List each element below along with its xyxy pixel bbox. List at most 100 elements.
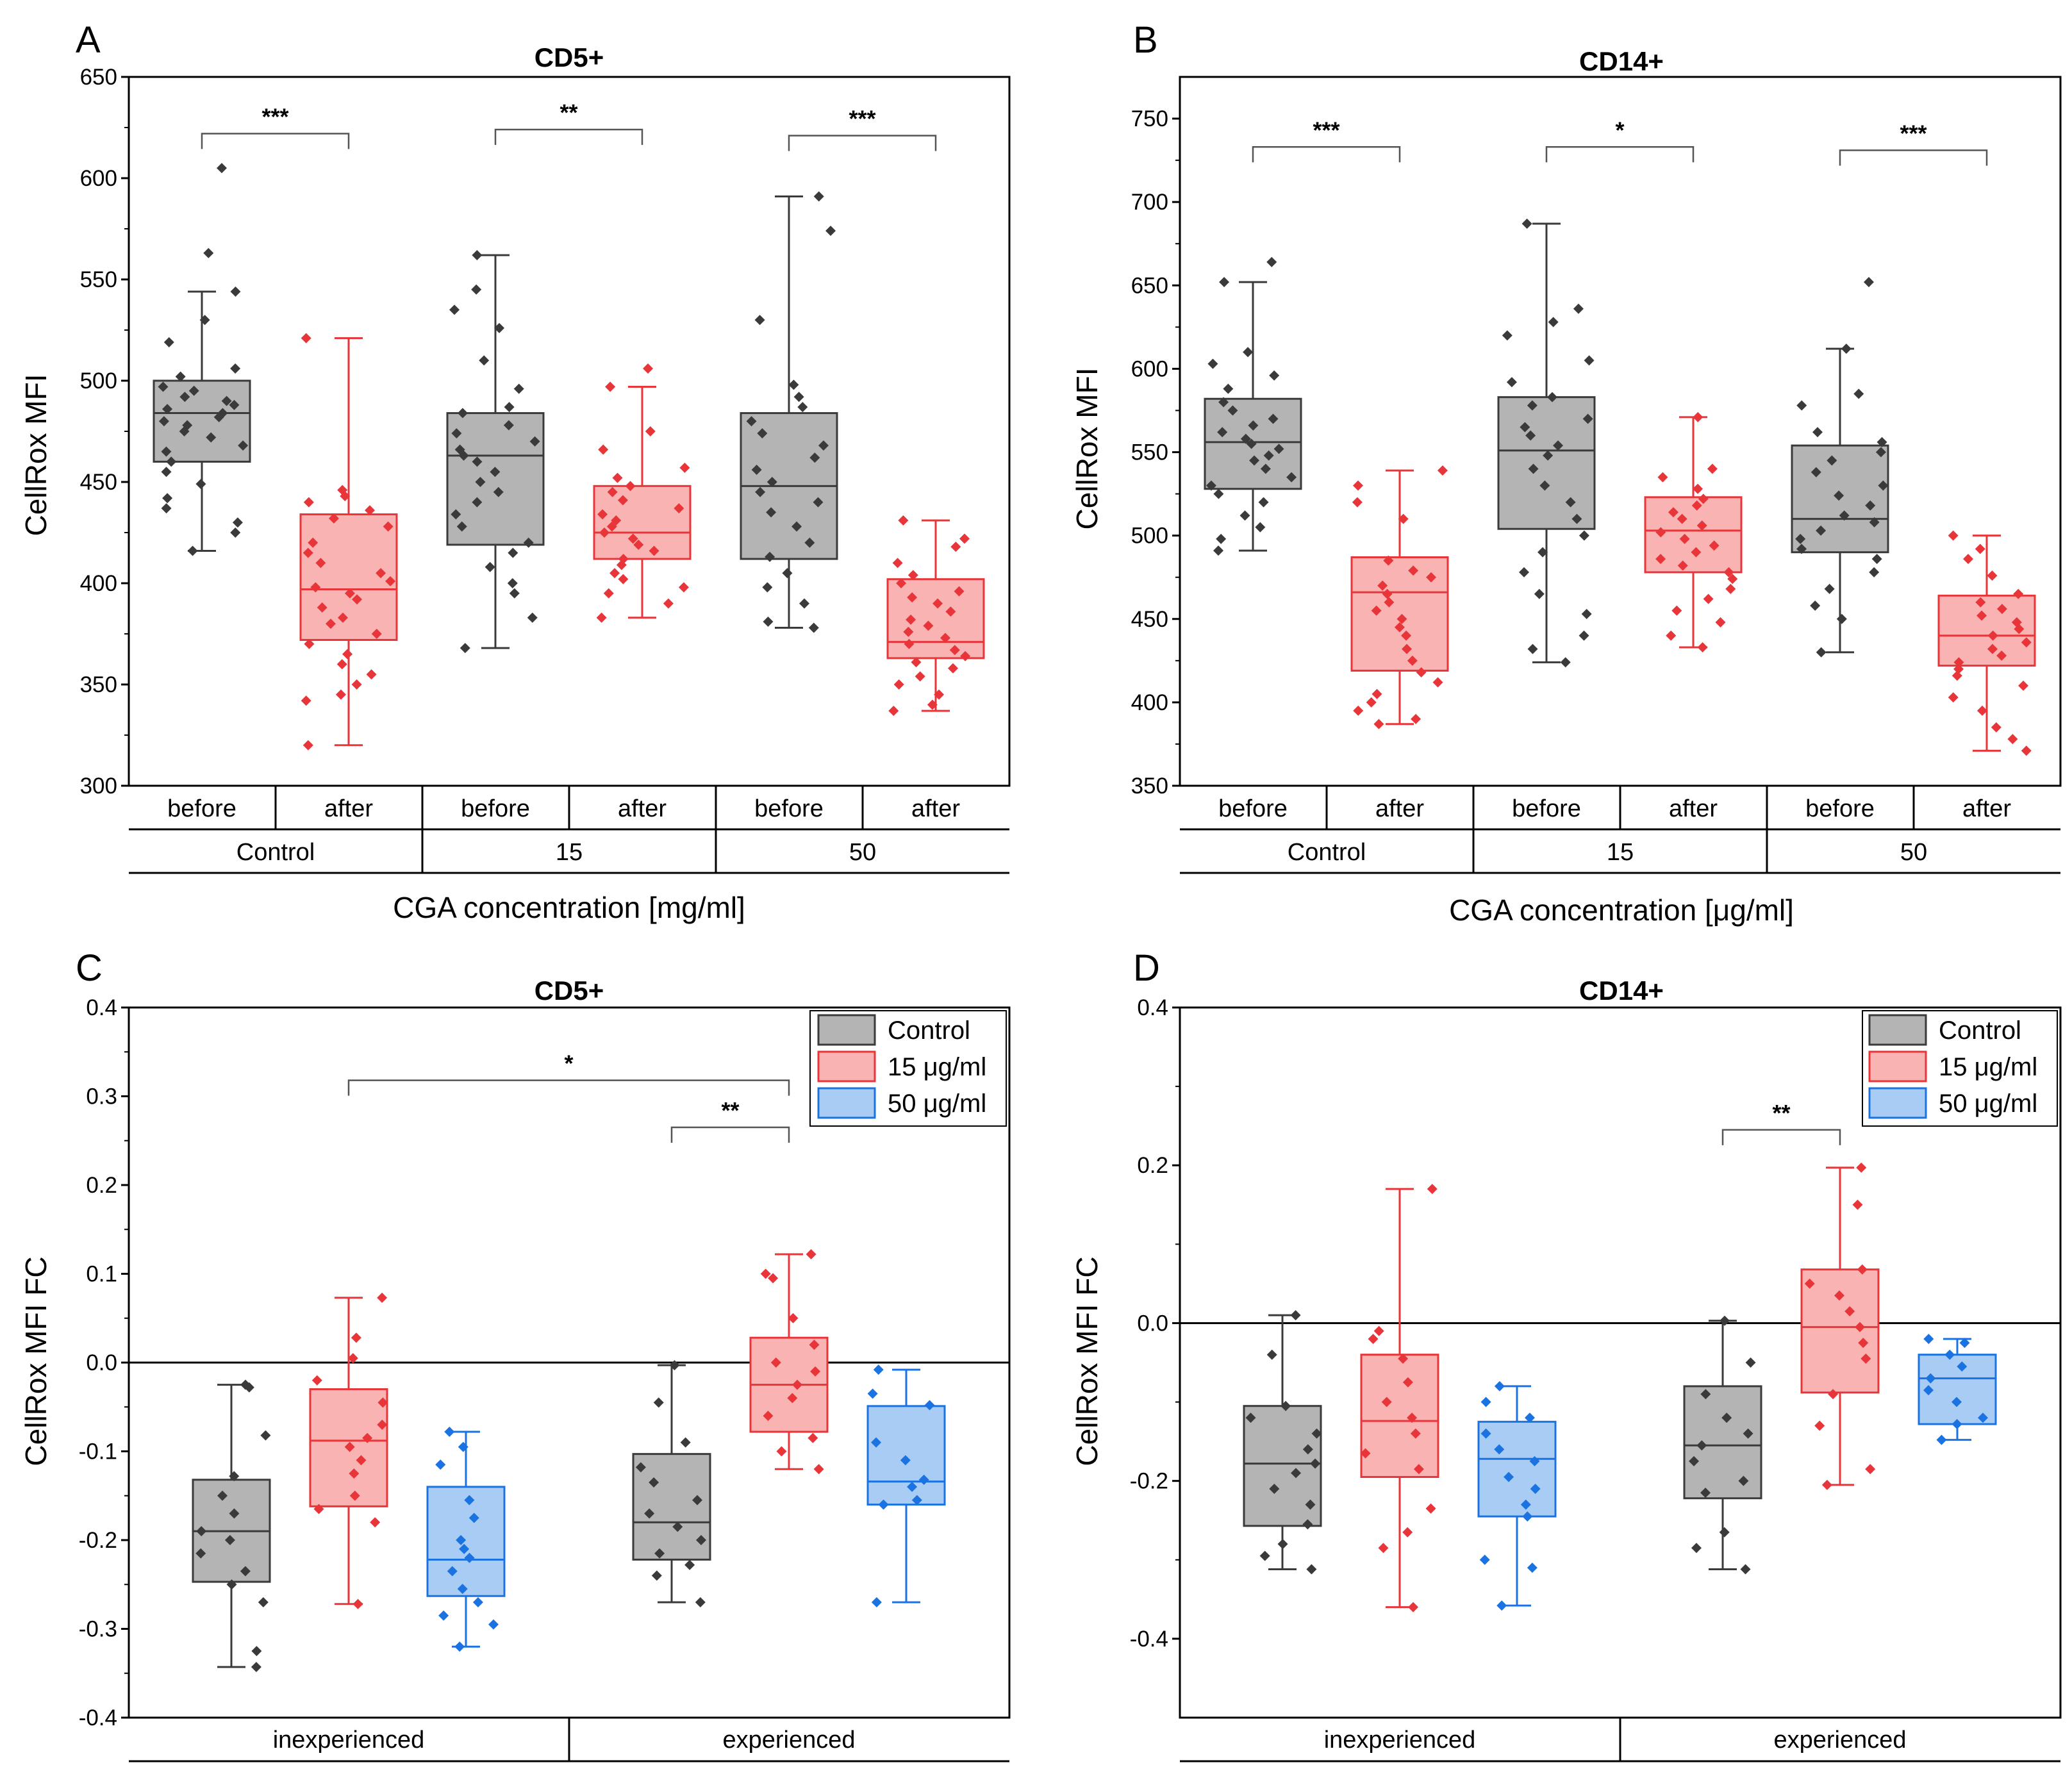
y-ticks: 300 350 400 450 500 550 600 650	[80, 65, 129, 799]
data-point	[347, 1353, 358, 1364]
y-tick-label: 450	[1131, 607, 1168, 632]
data-point	[503, 420, 514, 431]
data-point	[792, 521, 802, 532]
data-point	[911, 1495, 922, 1505]
y-tick-label: 0.2	[86, 1173, 117, 1198]
data-point	[315, 558, 326, 568]
data-point	[678, 582, 689, 593]
y-tick-label: 500	[1131, 524, 1168, 549]
box	[593, 485, 692, 560]
data-point	[435, 1459, 446, 1470]
row1-label: after	[1375, 795, 1424, 822]
significance-bracket	[201, 133, 350, 149]
data-point	[317, 602, 327, 613]
data-point	[1810, 600, 1821, 611]
data-point	[162, 404, 173, 415]
y-tick-label: 300	[80, 774, 117, 799]
data-point	[770, 1357, 781, 1368]
data-point	[1381, 1397, 1392, 1407]
legend-label: 50 μg/ml	[888, 1090, 986, 1118]
data-point	[1548, 317, 1559, 328]
significance-bracket	[1252, 146, 1401, 163]
data-point	[1977, 705, 1987, 716]
data-point	[1795, 533, 1806, 544]
row1-label: before	[754, 795, 824, 822]
data-point	[1957, 1361, 1968, 1372]
data-point	[199, 315, 210, 326]
panel-letter-b: B	[1133, 19, 1158, 61]
data-point	[1397, 613, 1407, 624]
data-point	[1560, 657, 1571, 668]
data-point	[1865, 1464, 1876, 1475]
data-point	[1953, 663, 1964, 674]
significance-label: ***	[1313, 117, 1339, 143]
data-point	[1856, 1162, 1867, 1173]
data-point	[230, 527, 241, 538]
data-point	[1709, 540, 1720, 551]
data-point	[1975, 597, 1986, 608]
data-point	[1827, 455, 1837, 466]
data-point	[458, 1441, 468, 1452]
data-point	[370, 1517, 381, 1528]
data-point	[1582, 413, 1593, 424]
data-point	[1715, 617, 1726, 627]
data-point	[907, 1481, 918, 1492]
significance-bracket	[347, 1079, 790, 1096]
data-point	[376, 568, 386, 579]
data-point	[1811, 467, 1821, 477]
panel-a: A CD5+ CellRox MFI CGA concentration [mg…	[19, 19, 1011, 924]
data-point	[1977, 610, 1987, 621]
y-tick-label: 350	[1131, 774, 1168, 799]
y-ticks: -0.4 -0.3 -0.2 -0.1 0.0 0.1 0.2 0.3 0.4	[79, 995, 129, 1730]
box	[1683, 1385, 1762, 1500]
data-point	[1249, 455, 1260, 466]
box-marks: *** * ***	[1204, 117, 2036, 756]
panel-d-title: CD14+	[1579, 975, 1664, 1006]
data-point	[1691, 500, 1702, 511]
data-point	[1416, 667, 1427, 678]
row1-label: before	[1805, 795, 1875, 822]
data-point	[1402, 643, 1413, 654]
significance-label: **	[559, 99, 577, 126]
data-point	[444, 1427, 455, 1438]
y-tick-label: -0.4	[1130, 1627, 1168, 1652]
data-point	[457, 1584, 468, 1595]
data-point	[352, 1598, 363, 1609]
data-point	[813, 191, 824, 202]
data-point	[1398, 1353, 1409, 1364]
legend-swatch-control	[1868, 1014, 1927, 1046]
data-point	[1816, 647, 1827, 658]
data-point	[907, 592, 918, 603]
data-point	[1353, 705, 1364, 716]
data-point	[644, 1508, 655, 1519]
data-point	[947, 663, 958, 674]
data-point	[1740, 1564, 1751, 1575]
y-tick-label: 550	[1131, 440, 1168, 465]
data-point	[447, 1566, 458, 1577]
data-point	[763, 1411, 774, 1422]
data-point	[213, 411, 224, 422]
data-point	[903, 626, 914, 637]
data-point	[799, 598, 810, 609]
data-point	[1863, 277, 1874, 288]
data-point	[1305, 1499, 1316, 1510]
data-point	[457, 408, 468, 419]
data-point	[1996, 604, 2007, 615]
data-point	[793, 392, 804, 402]
data-point	[818, 440, 829, 451]
data-point	[788, 379, 799, 390]
data-point	[1384, 597, 1395, 608]
significance-bracket	[788, 135, 937, 151]
data-point	[1432, 677, 1443, 688]
data-point	[633, 539, 644, 550]
data-point	[1668, 507, 1678, 518]
data-point	[2021, 637, 2032, 648]
data-point	[251, 1662, 261, 1673]
data-point	[792, 1379, 803, 1390]
data-point	[900, 1455, 911, 1466]
data-point	[163, 336, 174, 347]
row1-label: after	[1669, 795, 1718, 822]
data-point	[485, 561, 495, 572]
box	[426, 1486, 506, 1597]
data-point	[1401, 630, 1412, 641]
